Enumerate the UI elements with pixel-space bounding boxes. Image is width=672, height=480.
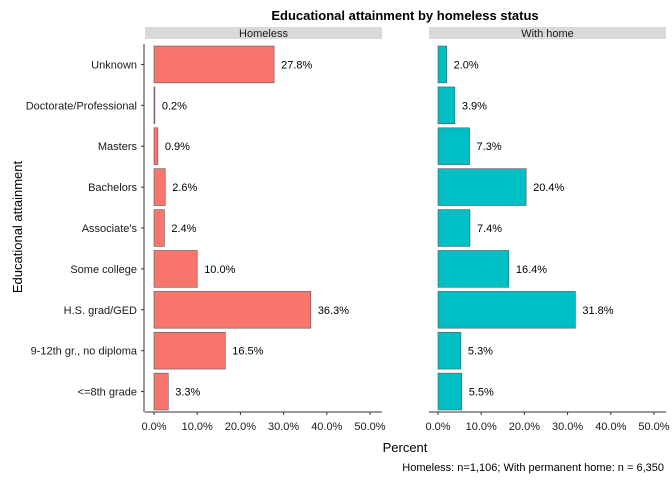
data-label-homeless-some-college: 10.0% bbox=[204, 264, 235, 276]
x-tick-label-with-home-1: 10.0% bbox=[466, 421, 497, 433]
bar-with-home-associate-s bbox=[437, 209, 471, 247]
data-label-homeless-unknown: 27.8% bbox=[281, 59, 312, 71]
facet-strip-with-home bbox=[429, 27, 666, 39]
y-axis-title: Educational attainment bbox=[10, 160, 25, 293]
bar-with-home-some-college bbox=[437, 250, 510, 288]
y-tick-label-bachelors: Bachelors bbox=[88, 182, 137, 194]
data-label-homeless-9-12th-gr-no-diploma: 16.5% bbox=[232, 346, 263, 358]
x-tick-label-with-home-2: 20.0% bbox=[509, 421, 540, 433]
y-tick-label-associate-s: Associate's bbox=[82, 223, 138, 235]
data-label-with-home-masters: 7.3% bbox=[477, 141, 502, 153]
bar-homeless-doctorate-professional bbox=[153, 86, 156, 125]
data-label-with-home-associate-s: 7.4% bbox=[477, 223, 502, 235]
plot-area: Unknown Doctorate/Professional Masters Bach… bbox=[26, 27, 670, 433]
data-label-with-home-9-12th-gr-no-diploma: 5.3% bbox=[468, 346, 493, 358]
data-label-with-home-doctorate-professional: 3.9% bbox=[462, 100, 487, 112]
y-tick-label-8th-grade: <=8th grade bbox=[78, 387, 137, 399]
data-label-homeless-masters: 0.9% bbox=[165, 141, 190, 153]
data-label-with-home-8th-grade: 5.5% bbox=[469, 387, 494, 399]
data-label-homeless-bachelors: 2.6% bbox=[172, 182, 197, 194]
x-axis-title: Percent bbox=[383, 440, 428, 455]
x-tick-label-with-home-3: 30.0% bbox=[552, 421, 583, 433]
x-tick-label-with-home-5: 50.0% bbox=[638, 421, 669, 433]
data-label-homeless-8th-grade: 3.3% bbox=[175, 387, 200, 399]
x-tick-label-homeless-2: 20.0% bbox=[225, 421, 256, 433]
y-tick-label-doctorate-professional: Doctorate/Professional bbox=[26, 100, 137, 112]
x-tick-label-homeless-4: 40.0% bbox=[311, 421, 342, 433]
data-label-with-home-bachelors: 20.4% bbox=[533, 182, 564, 194]
bar-with-home-9-12th-gr-no-diploma bbox=[437, 331, 462, 370]
data-label-homeless-associate-s: 2.4% bbox=[171, 223, 196, 235]
facet-strip-label-homeless: Homeless bbox=[239, 28, 288, 40]
x-tick-label-homeless-1: 10.0% bbox=[182, 421, 213, 433]
facet-strip-label-with-home: With home bbox=[521, 28, 574, 40]
bar-with-home-unknown bbox=[437, 45, 447, 84]
bar-homeless-some-college bbox=[153, 250, 198, 288]
data-label-homeless-h-s-grad-ged: 36.3% bbox=[318, 305, 349, 317]
y-tick-label-masters: Masters bbox=[98, 141, 138, 153]
data-label-with-home-unknown: 2.0% bbox=[454, 59, 479, 71]
bar-homeless-associate-s bbox=[153, 209, 165, 247]
y-tick-label-unknown: Unknown bbox=[91, 59, 137, 71]
y-tick-label-some-college: Some college bbox=[70, 264, 137, 276]
x-tick-label-homeless-5: 50.0% bbox=[354, 421, 385, 433]
bar-with-home-8th-grade bbox=[437, 372, 463, 411]
bar-with-home-h-s-grad-ged bbox=[437, 291, 576, 329]
x-tick-label-with-home-4: 40.0% bbox=[595, 421, 626, 433]
y-tick-label-h-s-grad-ged: H.S. grad/GED bbox=[64, 305, 137, 317]
bar-homeless-8th-grade bbox=[153, 372, 169, 411]
data-label-with-home-some-college: 16.4% bbox=[516, 264, 547, 276]
data-label-with-home-h-s-grad-ged: 31.8% bbox=[582, 305, 613, 317]
data-label-homeless-doctorate-professional: 0.2% bbox=[162, 100, 187, 112]
x-tick-label-with-home-0: 0.0% bbox=[425, 421, 450, 433]
bar-homeless-bachelors bbox=[153, 168, 166, 206]
x-tick-label-homeless-0: 0.0% bbox=[141, 421, 166, 433]
facet-strip-homeless bbox=[145, 27, 382, 39]
y-tick-label-9-12th-gr-no-diploma: 9-12th gr., no diploma bbox=[31, 346, 138, 358]
bar-homeless-h-s-grad-ged bbox=[153, 291, 312, 329]
bar-homeless-masters bbox=[153, 127, 159, 165]
bar-homeless-9-12th-gr-no-diploma bbox=[153, 331, 226, 370]
bar-with-home-masters bbox=[437, 127, 470, 165]
bar-with-home-doctorate-professional bbox=[437, 86, 456, 125]
x-tick-label-homeless-3: 30.0% bbox=[268, 421, 299, 433]
bar-with-home-bachelors bbox=[437, 168, 527, 206]
bar-homeless-unknown bbox=[153, 45, 275, 84]
chart-title: Educational attainment by homeless statu… bbox=[271, 8, 538, 23]
chart-caption: Homeless: n=1,106; With permanent home: … bbox=[402, 462, 664, 474]
